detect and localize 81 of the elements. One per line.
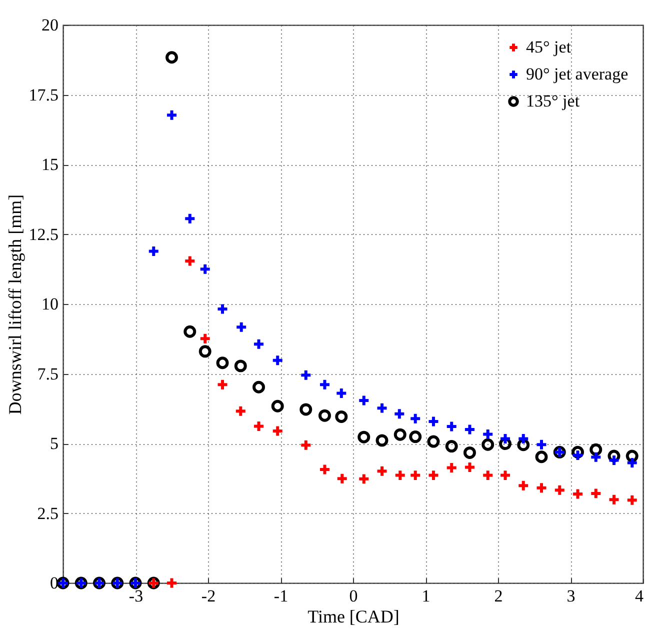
- point: [358, 472, 370, 486]
- point: [166, 576, 178, 590]
- point: [427, 415, 440, 428]
- point: [517, 479, 530, 492]
- point: [376, 464, 388, 478]
- point: [216, 356, 229, 370]
- point: [376, 434, 388, 447]
- x-tick-label: 3: [566, 586, 576, 606]
- x-tick-label: 4: [635, 586, 644, 606]
- point: [318, 409, 331, 422]
- point: [300, 438, 312, 452]
- point: [535, 450, 548, 464]
- point: [376, 402, 388, 414]
- point: [482, 438, 494, 451]
- legend-label: 90° jet average: [526, 64, 628, 84]
- point: [198, 332, 212, 345]
- point: [184, 212, 196, 225]
- point: [499, 432, 512, 445]
- x-tick-label: 1: [422, 586, 430, 606]
- point: [590, 487, 602, 500]
- point: [234, 404, 247, 418]
- point: [300, 403, 312, 416]
- point: [590, 443, 602, 456]
- x-axis-title: Time [CAD]: [308, 606, 400, 626]
- x-tick-label: -3: [128, 586, 144, 606]
- y-tick-label: 10: [42, 294, 58, 314]
- point: [427, 435, 440, 448]
- point: [517, 432, 530, 445]
- point: [300, 368, 312, 382]
- point: [166, 51, 178, 64]
- point: [184, 325, 196, 338]
- point: [198, 262, 212, 276]
- point: [445, 440, 458, 453]
- point: [535, 438, 548, 451]
- point: [572, 488, 584, 500]
- point: [535, 482, 548, 494]
- y-tick-label: 2.5: [37, 504, 58, 523]
- y-tick-label: 15: [42, 155, 58, 174]
- point: [626, 450, 638, 462]
- point: [590, 450, 602, 464]
- point: [463, 423, 476, 436]
- point: [553, 484, 566, 496]
- point: [252, 380, 265, 394]
- x-tick-label: 2: [494, 586, 503, 606]
- point: [198, 345, 212, 358]
- x-tick-label: 0: [349, 586, 358, 606]
- y-tick-label: 7.5: [37, 364, 58, 384]
- point: [318, 378, 331, 391]
- point: [626, 456, 638, 469]
- point: [318, 463, 331, 476]
- point: [335, 410, 348, 423]
- legend-label: 45° jet: [526, 38, 572, 56]
- point: [271, 424, 284, 438]
- point: [393, 408, 406, 420]
- point: [409, 430, 422, 444]
- point: [216, 378, 229, 391]
- point: [271, 400, 284, 412]
- legend-label: 135° jet: [526, 92, 580, 110]
- y-tick-label: 20: [42, 16, 58, 34]
- point: [271, 354, 284, 367]
- point: [409, 412, 422, 425]
- point: [216, 302, 229, 316]
- y-tick-label: 5: [50, 434, 58, 453]
- point: [234, 360, 247, 372]
- y-axis-title: Downswirl liftoff length [mm]: [4, 194, 25, 415]
- point: [235, 320, 248, 334]
- point: [445, 420, 458, 433]
- point: [608, 493, 620, 506]
- point: [252, 338, 265, 350]
- point: [626, 494, 638, 506]
- point: [184, 254, 196, 268]
- point: [336, 472, 348, 485]
- point: [463, 446, 476, 459]
- y-tick-label: 17.5: [28, 85, 58, 104]
- point: [358, 430, 370, 444]
- point: [358, 394, 370, 407]
- x-tick-label: -2: [201, 586, 216, 606]
- y-tick-label: 12.5: [28, 224, 58, 244]
- point: [166, 108, 178, 122]
- x-tick-label: -1: [274, 586, 288, 606]
- point: [394, 428, 406, 441]
